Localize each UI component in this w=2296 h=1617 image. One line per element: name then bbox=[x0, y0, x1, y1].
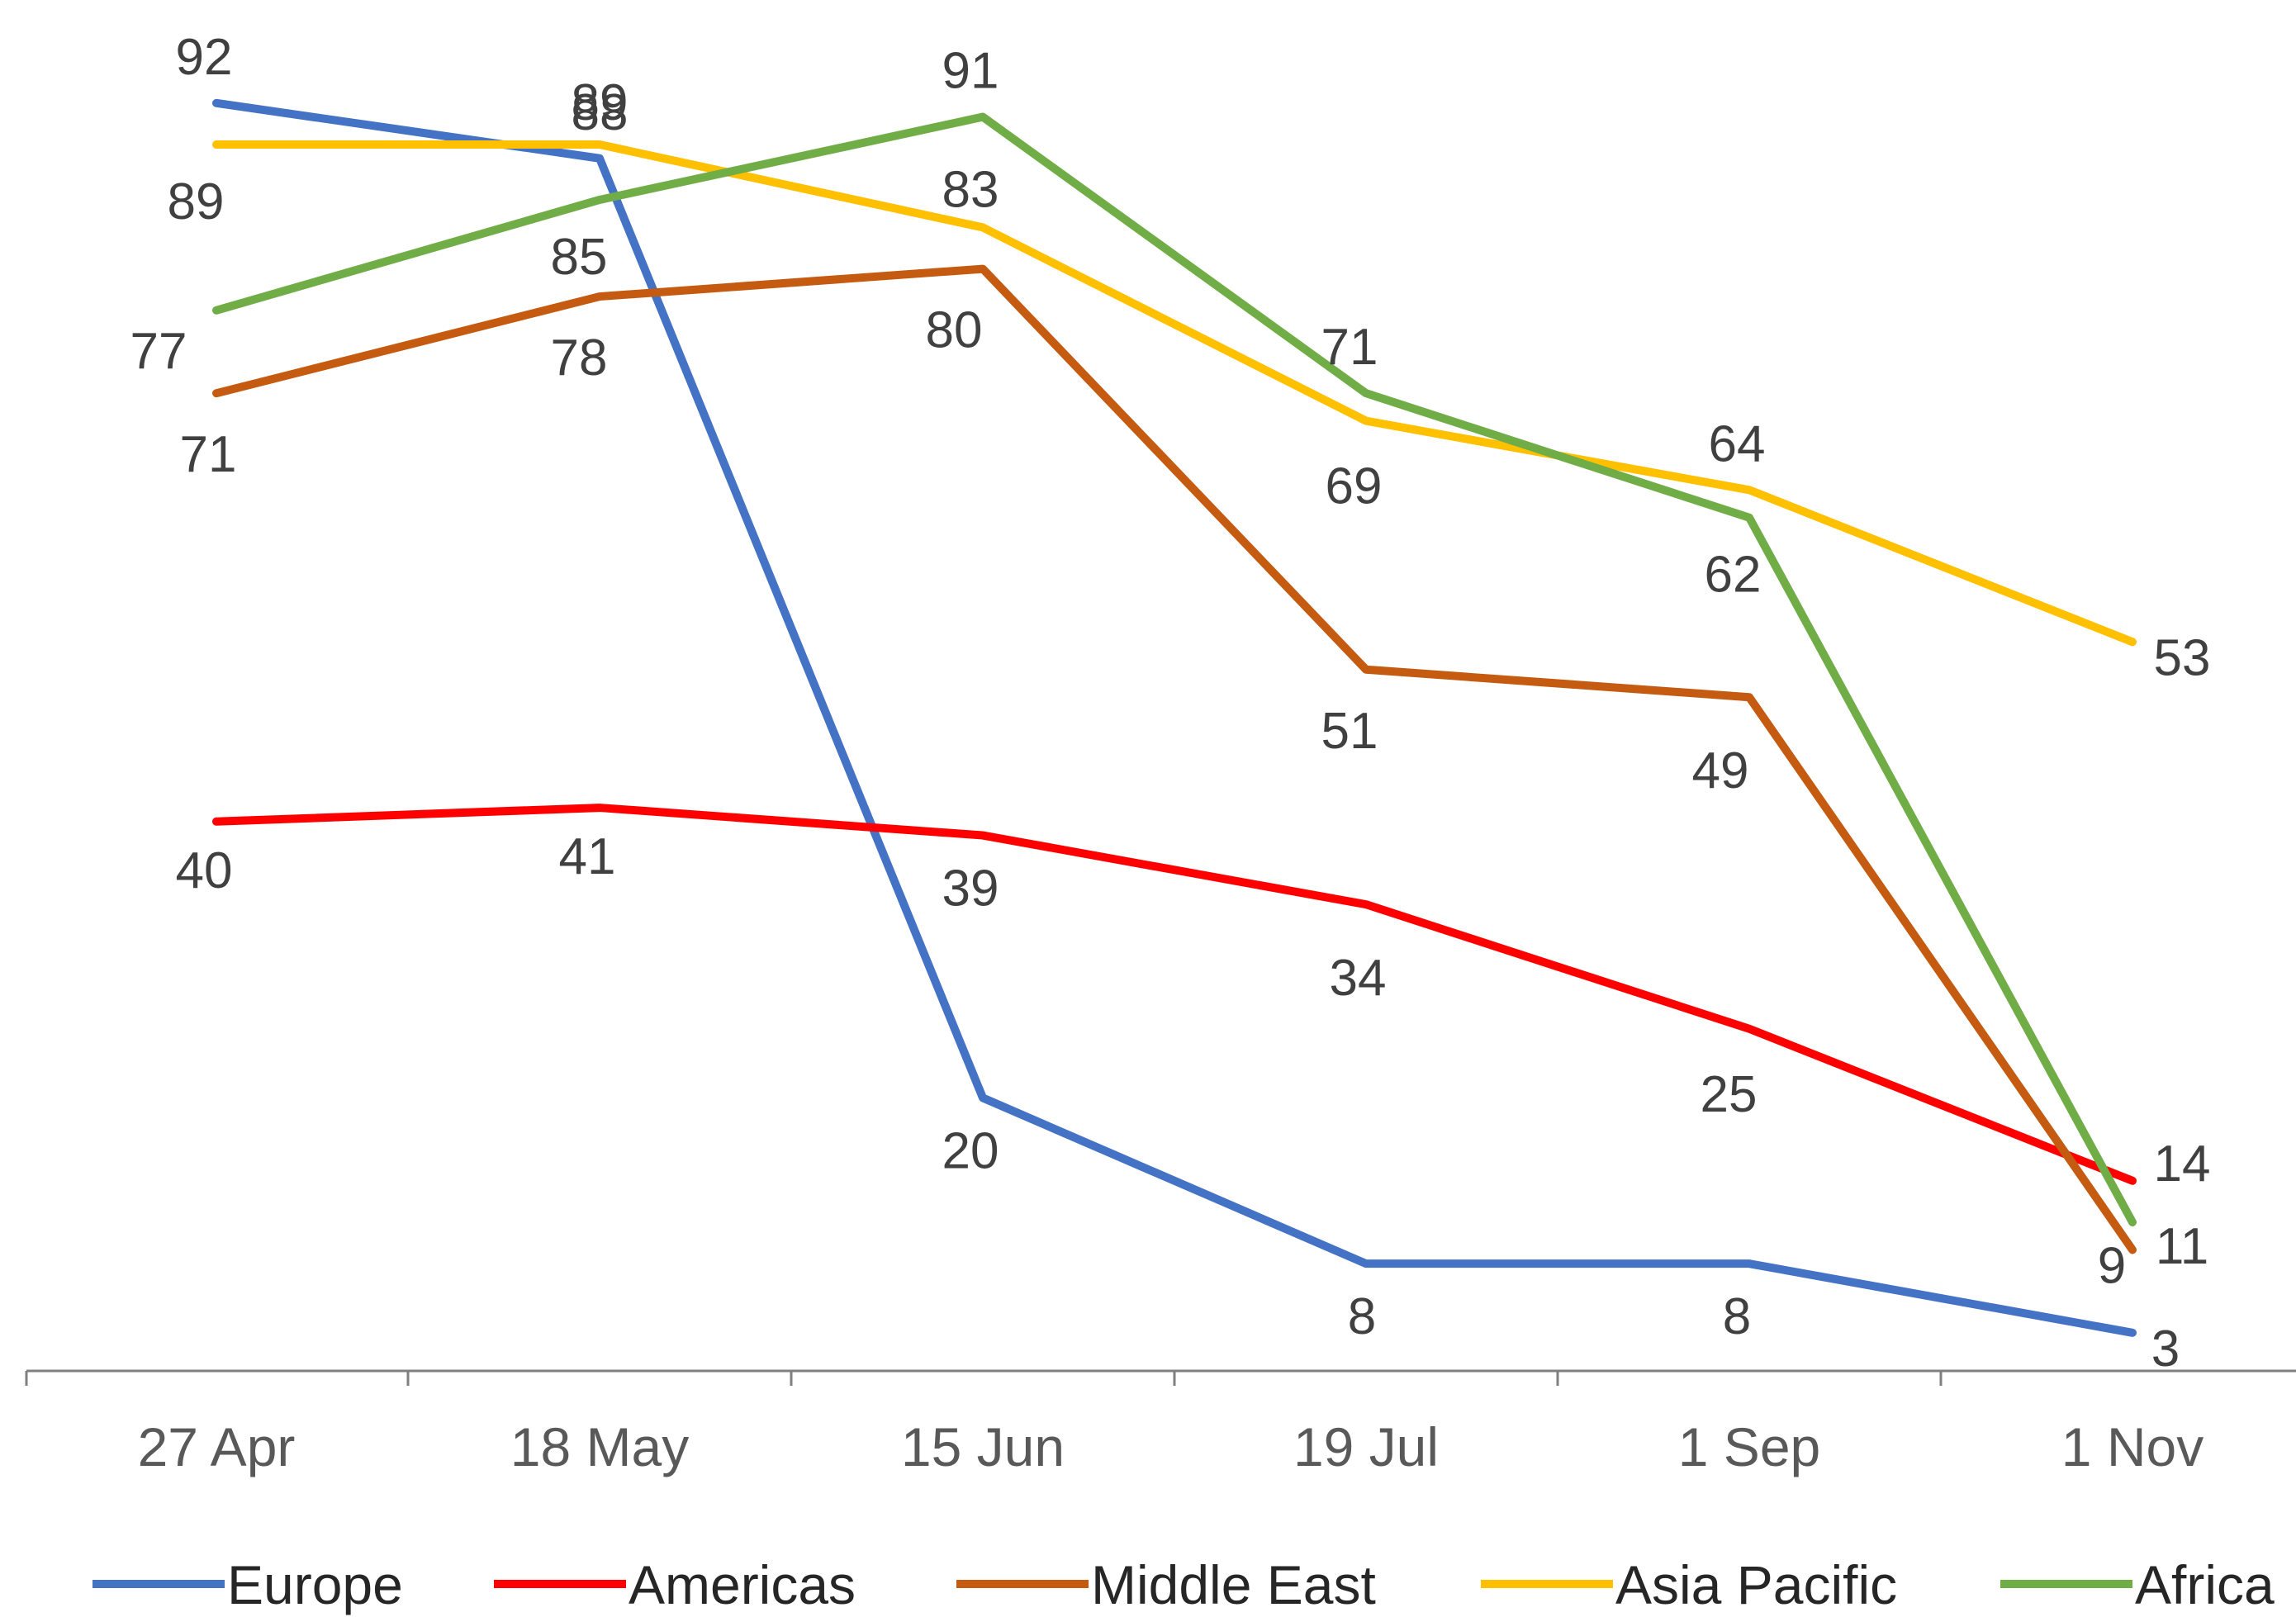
legend-item-asia-pacific: Asia Pacific bbox=[1481, 1554, 1897, 1615]
data-label: 80 bbox=[926, 302, 983, 359]
data-label: 9 bbox=[2098, 1237, 2126, 1294]
data-label: 77 bbox=[130, 323, 187, 380]
data-label: 62 bbox=[1705, 547, 1762, 604]
legend-label: Middle East bbox=[1091, 1554, 1376, 1615]
legend-item-europe: Europe bbox=[93, 1554, 403, 1615]
series-lines bbox=[212, 98, 2137, 1337]
data-label: 71 bbox=[1321, 319, 1378, 376]
data-label: 64 bbox=[1709, 415, 1766, 472]
legend-item-middle-east: Middle East bbox=[956, 1554, 1376, 1615]
data-label: 83 bbox=[942, 161, 999, 218]
data-label: 53 bbox=[2154, 629, 2211, 686]
data-label: 51 bbox=[1321, 703, 1378, 760]
legend-item-africa: Africa bbox=[2000, 1554, 2275, 1615]
x-tick-label: 1 Sep bbox=[1678, 1416, 1820, 1477]
legend: Europe Americas Middle East Asia Pacific Afr… bbox=[93, 1554, 2275, 1615]
data-label: 89 bbox=[168, 173, 225, 230]
data-label: 89 bbox=[572, 74, 629, 131]
data-label: 39 bbox=[942, 861, 999, 918]
x-tick-label: 19 Jul bbox=[1293, 1416, 1439, 1477]
data-label: 71 bbox=[180, 426, 237, 483]
data-label: 3 bbox=[2151, 1321, 2180, 1378]
series-line-europe bbox=[212, 98, 2137, 1337]
legend-item-americas: Americas bbox=[494, 1554, 856, 1615]
data-label: 78 bbox=[551, 330, 608, 386]
data-label: 88 bbox=[572, 84, 629, 141]
data-label: 8 bbox=[1723, 1288, 1751, 1345]
data-label: 85 bbox=[551, 229, 608, 286]
data-label: 20 bbox=[942, 1122, 999, 1179]
data-label: 40 bbox=[176, 842, 233, 899]
x-tick-label: 18 May bbox=[510, 1416, 689, 1477]
data-label: 41 bbox=[559, 828, 616, 885]
x-tick-label: 1 Nov bbox=[2061, 1416, 2203, 1477]
data-label: 49 bbox=[1692, 742, 1749, 799]
data-label: 11 bbox=[2156, 1218, 2208, 1275]
data-label: 92 bbox=[176, 29, 233, 86]
data-label: 69 bbox=[1326, 458, 1383, 515]
data-label: 14 bbox=[2154, 1136, 2211, 1193]
data-label: 8 bbox=[1348, 1288, 1376, 1345]
series-line-americas bbox=[212, 804, 2137, 1185]
legend-label: Africa bbox=[2135, 1554, 2275, 1615]
series-line-asia-pacific bbox=[212, 140, 2137, 647]
legend-label: Americas bbox=[629, 1554, 856, 1615]
legend-label: Europe bbox=[227, 1554, 403, 1615]
legend-label: Asia Pacific bbox=[1615, 1554, 1897, 1615]
x-tick-label: 15 Jun bbox=[901, 1416, 1065, 1477]
series-line-africa bbox=[212, 112, 2137, 1226]
data-label: 25 bbox=[1701, 1066, 1758, 1123]
series-line-middle-east bbox=[212, 264, 2137, 1254]
x-tick-label: 27 Apr bbox=[138, 1416, 296, 1477]
data-label: 91 bbox=[942, 43, 999, 100]
data-label: 34 bbox=[1330, 950, 1387, 1007]
x-axis: 27 Apr 18 May 15 Jun 19 Jul 1 Sep 1 Nov bbox=[25, 1369, 2296, 1477]
